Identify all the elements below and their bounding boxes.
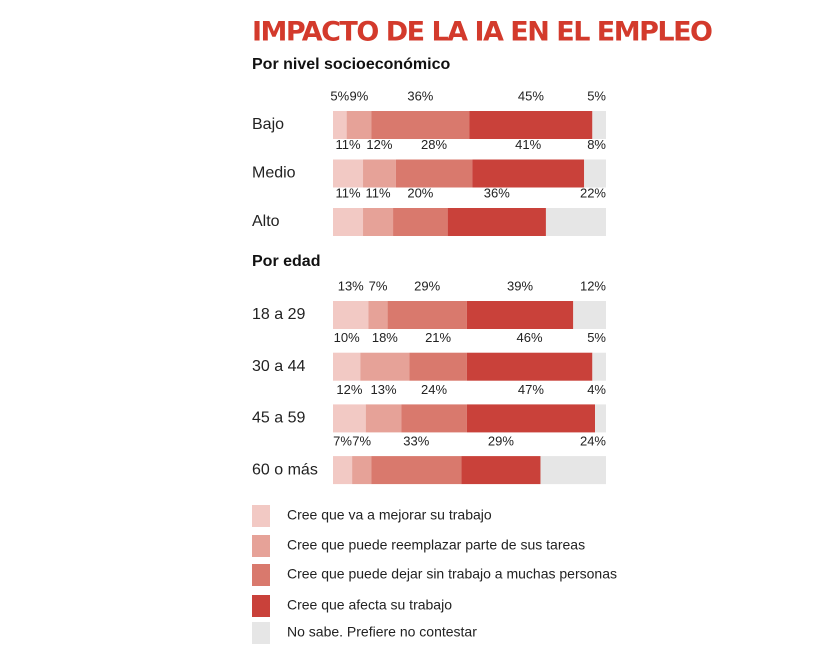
category-label: 45 a 59 bbox=[252, 410, 305, 427]
value-label: 45% bbox=[518, 88, 544, 103]
bar-segment bbox=[595, 404, 606, 433]
value-label: 12% bbox=[336, 382, 362, 397]
bar-segment bbox=[333, 404, 366, 433]
value-label: 39% bbox=[507, 278, 533, 293]
bar-segment bbox=[333, 301, 369, 329]
bar-segment bbox=[592, 111, 606, 139]
bar-segment bbox=[368, 301, 388, 329]
bar-segment bbox=[333, 456, 353, 485]
bar-segment bbox=[592, 352, 606, 381]
legend-label: Cree que puede dejar sin trabajo a mucha… bbox=[287, 566, 617, 582]
category-label: Bajo bbox=[252, 116, 284, 133]
legend-swatch bbox=[252, 595, 270, 617]
legend-swatch bbox=[252, 564, 270, 586]
bar-segment bbox=[540, 456, 606, 485]
category-label: 18 a 29 bbox=[252, 306, 305, 323]
bar-segment bbox=[447, 208, 546, 236]
bar-segment bbox=[466, 404, 596, 433]
value-label: 36% bbox=[484, 185, 510, 200]
value-label: 10% bbox=[334, 330, 360, 345]
bar-segment bbox=[409, 352, 467, 381]
value-label: 4% bbox=[587, 382, 606, 397]
value-label: 11% bbox=[366, 185, 391, 200]
subtitle: Por edad bbox=[252, 253, 320, 270]
bar-segment bbox=[469, 111, 593, 139]
legend-label: Cree que puede reemplazar parte de sus t… bbox=[287, 537, 585, 553]
value-label: 8% bbox=[587, 137, 606, 152]
bar-segment bbox=[393, 208, 448, 236]
legend-label: No sabe. Prefiere no contestar bbox=[287, 624, 477, 640]
bar-segment bbox=[395, 159, 473, 188]
value-label: 28% bbox=[421, 137, 447, 152]
legend-label: Cree que va a mejorar su trabajo bbox=[287, 507, 492, 523]
value-label: 36% bbox=[407, 88, 433, 103]
bar-segment bbox=[363, 159, 396, 188]
category-label: Alto bbox=[252, 213, 280, 230]
value-label: 21% bbox=[425, 330, 451, 345]
value-label: 9% bbox=[350, 88, 369, 103]
value-label: 12% bbox=[580, 278, 606, 293]
bar-segment bbox=[461, 456, 541, 485]
bar-segment bbox=[333, 159, 364, 188]
value-label: 22% bbox=[580, 185, 606, 200]
value-label: 12% bbox=[366, 137, 392, 152]
value-label: 5% bbox=[587, 88, 606, 103]
bar-segment bbox=[360, 352, 410, 381]
bar-segment bbox=[545, 208, 606, 236]
value-label: 5% bbox=[330, 88, 349, 103]
value-label: 24% bbox=[421, 382, 447, 397]
legend-swatch bbox=[252, 622, 270, 644]
bar-segment bbox=[333, 352, 361, 381]
bar-segment bbox=[466, 352, 593, 381]
value-label: 11% bbox=[335, 137, 360, 152]
bar-segment bbox=[346, 111, 372, 139]
category-label: 60 o más bbox=[252, 461, 318, 478]
value-label: 7% bbox=[352, 434, 371, 449]
value-label: 47% bbox=[518, 382, 544, 397]
legend-label: Cree que afecta su trabajo bbox=[287, 597, 452, 613]
bar-segment bbox=[466, 301, 574, 329]
value-label: 11% bbox=[335, 185, 360, 200]
value-label: 20% bbox=[407, 185, 433, 200]
value-label: 24% bbox=[580, 434, 606, 449]
value-label: 13% bbox=[338, 278, 364, 293]
bar-segment bbox=[371, 111, 470, 139]
legend-swatch bbox=[252, 505, 270, 527]
legend-swatch bbox=[252, 535, 270, 557]
bar-segment bbox=[387, 301, 467, 329]
value-label: 29% bbox=[414, 278, 440, 293]
bar-segment bbox=[333, 208, 364, 236]
bar-segment bbox=[333, 111, 347, 139]
value-label: 7% bbox=[369, 278, 388, 293]
bar-segment bbox=[352, 456, 372, 485]
value-label: 29% bbox=[488, 434, 514, 449]
value-label: 33% bbox=[403, 434, 429, 449]
value-label: 13% bbox=[370, 382, 396, 397]
value-label: 41% bbox=[515, 137, 541, 152]
bar-segment bbox=[363, 208, 394, 236]
chart-title: IMPACTO DE LA IA EN EL EMPLEO bbox=[252, 17, 712, 48]
bar-segment bbox=[573, 301, 606, 329]
bar-segment bbox=[584, 159, 606, 188]
subtitle: Por nivel socioeconómico bbox=[252, 56, 451, 73]
value-label: 5% bbox=[587, 330, 606, 345]
bar-segment bbox=[472, 159, 585, 188]
bar-segment bbox=[365, 404, 402, 433]
value-label: 46% bbox=[517, 330, 543, 345]
category-label: Medio bbox=[252, 165, 296, 182]
value-label: 7% bbox=[333, 434, 352, 449]
category-label: 30 a 44 bbox=[252, 358, 305, 375]
bar-segment bbox=[371, 456, 462, 485]
bar-segment bbox=[401, 404, 467, 433]
value-label: 18% bbox=[372, 330, 398, 345]
